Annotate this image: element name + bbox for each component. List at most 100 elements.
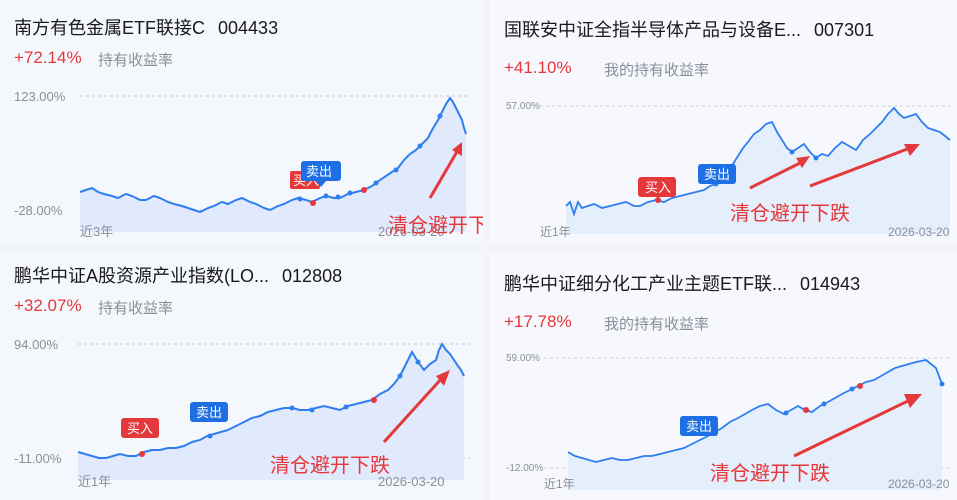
trade-dot [207, 433, 213, 439]
area-fill [568, 360, 942, 490]
x-left-label: 近1年 [78, 474, 111, 489]
sell-tag: 卖出 [301, 161, 341, 187]
trade-dot [437, 113, 443, 119]
area-fill [566, 108, 950, 234]
y-bottom-label: -12.00% [506, 463, 543, 474]
y-top-label: 59.00% [506, 353, 540, 364]
price-line [567, 359, 943, 463]
arrow-icon [749, 160, 803, 190]
price-line [79, 96, 467, 214]
y-bottom-label: -28.00% [14, 203, 63, 218]
trade-dot [309, 407, 315, 413]
fund-card-007301[interactable]: 国联安中证全指半导体产品与设备E... 007301 +41.10% 我的持有收… [490, 0, 957, 244]
y-top-label: 94.00% [14, 337, 59, 352]
arrow-head-icon [796, 156, 810, 168]
arrow-head-icon [452, 142, 462, 156]
svg-text:买入: 买入 [645, 181, 671, 196]
fund-card-004433[interactable]: 南方有色金属ETF联接C 004433 +72.14% 持有收益率 123.00… [0, 0, 483, 244]
fund-name: 鹏华中证细分化工产业主题ETF联... [504, 274, 787, 294]
trade-dot [821, 401, 827, 407]
buy-dot [361, 187, 367, 193]
annotation: 清仓避开下跌 [388, 213, 483, 237]
x-left-label: 近3年 [80, 224, 113, 239]
arrow-icon [428, 149, 460, 199]
svg-text:买入: 买入 [127, 422, 153, 437]
x-left-label: 近1年 [544, 477, 575, 491]
trade-dot [373, 180, 379, 186]
buy-dot [803, 407, 809, 413]
return-value: +17.78% [504, 312, 572, 331]
fund-chart: 94.00% -11.00% 买入 卖出 近1年 2026-03-20 [14, 337, 470, 489]
return-value: +32.07% [14, 296, 82, 315]
buy-dot [655, 197, 661, 203]
return-value: +72.14% [14, 48, 82, 67]
trade-dot [297, 196, 303, 202]
trade-dot [335, 194, 341, 200]
buy-tag: 买入 [638, 177, 676, 197]
area-fill [80, 98, 466, 232]
fund-chart: 123.00% -28.00% 买入 卖出 [14, 89, 483, 239]
return-label: 我的持有收益率 [604, 316, 710, 333]
fund-title: 鹏华中证细分化工产业主题ETF联... 014943 [504, 270, 860, 296]
x-right-label: 2026-03-20 [888, 477, 950, 491]
trade-dot [347, 190, 353, 196]
sell-tag: 卖出 [698, 164, 736, 184]
svg-text:卖出: 卖出 [686, 420, 712, 435]
trade-dot [783, 410, 789, 416]
svg-text:卖出: 卖出 [704, 168, 730, 183]
trade-dot [393, 167, 399, 173]
return-value: +41.10% [504, 58, 572, 77]
fund-name: 南方有色金属ETF联接C [14, 18, 205, 38]
arrow-head-icon [904, 144, 920, 156]
y-top-label: 123.00% [14, 89, 66, 104]
fund-code: 012808 [282, 266, 343, 286]
fund-code: 014943 [800, 274, 861, 294]
x-right-label: 2026-03-20 [378, 474, 445, 489]
y-top-label: 57.00% [506, 101, 540, 112]
trade-dot [343, 404, 349, 410]
fund-code: 007301 [814, 20, 875, 40]
arrow-icon [809, 146, 911, 188]
fund-chart: 57.00% 买入 卖出 近1年 2026-03-20 清仓避开下跌 [506, 101, 951, 239]
annotation: 清仓避开下跌 [270, 453, 390, 477]
arrow-icon [793, 398, 911, 458]
trade-dot [789, 149, 795, 155]
buy-dot [310, 200, 316, 206]
fund-chart: 59.00% -12.00% 卖出 近1年 2026-03-20 清仓避开下跌 [506, 353, 950, 491]
sell-tag: 卖出 [190, 402, 228, 422]
price-line [565, 106, 951, 217]
fund-title: 鹏华中证A股资源产业指数(LO... 012808 [14, 262, 342, 288]
arrow-head-icon [904, 394, 922, 408]
svg-text:卖出: 卖出 [306, 165, 332, 180]
return-label: 持有收益率 [98, 52, 174, 69]
trade-dot [849, 386, 855, 392]
arrow-icon [382, 376, 444, 444]
annotation: 清仓避开下跌 [730, 201, 850, 225]
fund-card-012808[interactable]: 鹏华中证A股资源产业指数(LO... 012808 +32.07% 持有收益率 … [0, 252, 483, 500]
fund-title: 南方有色金属ETF联接C 004433 [14, 14, 278, 40]
svg-text:卖出: 卖出 [196, 406, 222, 421]
x-right-label: 2026-03-20 [378, 224, 445, 239]
return-label: 我的持有收益率 [604, 62, 710, 79]
x-right-label: 2026-03-20 [888, 225, 950, 239]
sell-tag: 卖出 [680, 416, 718, 436]
fund-card-014943[interactable]: 鹏华中证细分化工产业主题ETF联... 014943 +17.78% 我的持有收… [490, 252, 957, 500]
arrow-head-icon [436, 370, 450, 386]
fund-name: 鹏华中证A股资源产业指数(LO... [14, 266, 270, 286]
trade-dot [415, 359, 421, 365]
x-left-label: 近1年 [540, 225, 571, 239]
trade-dot [417, 143, 423, 149]
trade-dot [813, 155, 819, 161]
return-label: 持有收益率 [98, 300, 174, 317]
buy-dot [371, 397, 377, 403]
buy-tag: 买入 [121, 418, 159, 438]
fund-title: 国联安中证全指半导体产品与设备E... 007301 [504, 16, 874, 42]
buy-dot [857, 383, 863, 389]
buy-dot [139, 451, 145, 457]
fund-code: 004433 [218, 18, 279, 38]
trade-dot [397, 373, 403, 379]
annotation: 清仓避开下跌 [710, 461, 830, 485]
trade-dot [939, 381, 945, 387]
fund-name: 国联安中证全指半导体产品与设备E... [504, 20, 802, 40]
y-bottom-label: -11.00% [14, 451, 62, 466]
